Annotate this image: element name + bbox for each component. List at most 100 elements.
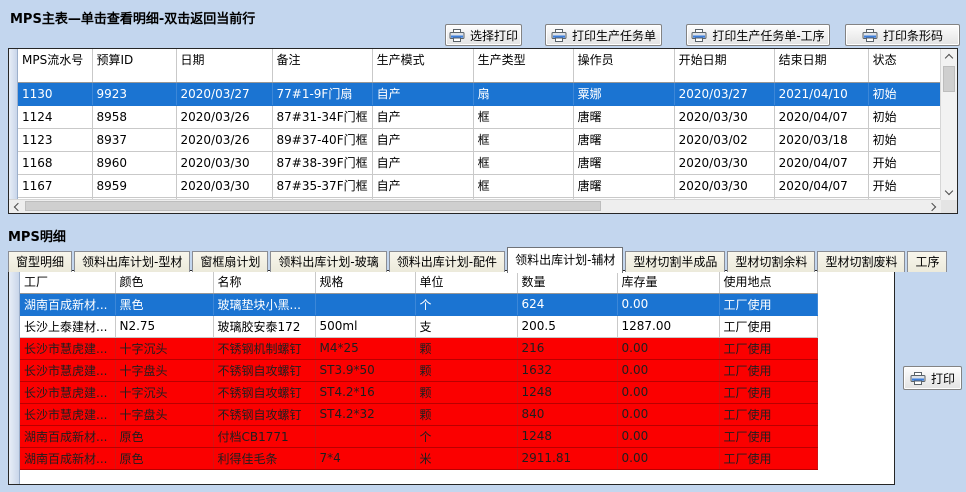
horizontal-scroll-thumb[interactable]	[25, 201, 601, 211]
table-cell[interactable]: 颗	[415, 337, 518, 360]
table-cell[interactable]: 湖南百成新材...	[20, 425, 116, 448]
tab-型材切割余料[interactable]: 型材切割余料	[727, 251, 816, 272]
table-cell[interactable]: 1287.00	[617, 315, 720, 338]
table-cell[interactable]: 十字沉头	[115, 337, 214, 360]
table-cell[interactable]: 2020/03/30	[176, 151, 273, 175]
table-cell[interactable]: 77#1-9F门扇	[272, 82, 373, 106]
table-cell[interactable]: 唐曙	[573, 105, 675, 129]
table-cell[interactable]: 1130	[18, 82, 93, 106]
table-cell[interactable]: 原色	[115, 447, 214, 470]
vertical-scrollbar[interactable]	[940, 49, 957, 200]
table-cell[interactable]: 不锈钢自攻螺钉	[213, 381, 316, 404]
table-cell[interactable]: 7*4	[315, 447, 416, 470]
table-cell[interactable]: 长沙市慧虎建...	[20, 337, 116, 360]
table-cell[interactable]: 0.00	[617, 425, 720, 448]
table-cell[interactable]: 长沙市慧虎建...	[20, 381, 116, 404]
table-cell[interactable]: 2020/03/18	[774, 128, 869, 152]
table-cell[interactable]: 9923	[92, 82, 177, 106]
table-cell[interactable]: 1123	[18, 128, 93, 152]
table-cell[interactable]: 长沙上泰建材...	[20, 315, 116, 338]
horizontal-scrollbar[interactable]	[9, 199, 941, 213]
table-cell[interactable]: 付档CB1771	[213, 425, 316, 448]
column-header[interactable]: 使用地点	[719, 271, 818, 294]
column-header[interactable]: 名称	[213, 271, 316, 294]
table-cell[interactable]: 2020/03/26	[176, 128, 273, 152]
table-cell[interactable]: 湖南百成新材...	[20, 447, 116, 470]
table-row[interactable]: 长沙市慧虎建... 十字盘头 不锈钢自攻螺钉 ST3.9*50 颗 1632 0.00 工厂使…	[20, 359, 818, 382]
table-cell[interactable]: 87#38-39F门框	[272, 151, 373, 175]
table-cell[interactable]	[315, 293, 416, 316]
column-header[interactable]: 单位	[415, 271, 518, 294]
tab-窗框扇计划[interactable]: 窗框扇计划	[192, 251, 269, 272]
table-cell[interactable]: 初始	[868, 128, 945, 152]
tab-型材切割半成品[interactable]: 型材切割半成品	[625, 251, 726, 272]
table-cell[interactable]: 利得佳毛条	[213, 447, 316, 470]
column-header[interactable]: MPS流水号	[18, 49, 93, 83]
column-header[interactable]: 生产模式	[372, 49, 474, 83]
scroll-down-button[interactable]	[941, 185, 957, 200]
table-cell[interactable]: 自产	[372, 174, 474, 198]
table-cell[interactable]: 2020/04/07	[774, 151, 869, 175]
table-cell[interactable]: 8959	[92, 174, 177, 198]
table-cell[interactable]: 0.00	[617, 447, 720, 470]
table-row[interactable]: 长沙上泰建材... N2.75 玻璃胶安泰172 500ml 支 200.5 1287.00…	[20, 315, 818, 338]
table-cell[interactable]: 1248	[517, 381, 618, 404]
table-cell[interactable]: 米	[415, 447, 518, 470]
table-cell[interactable]: 长沙市慧虎建...	[20, 403, 116, 426]
table-cell[interactable]: 2020/03/30	[176, 174, 273, 198]
table-cell[interactable]: 840	[517, 403, 618, 426]
table-cell[interactable]: 500ml	[315, 315, 416, 338]
table-cell[interactable]: 8937	[92, 128, 177, 152]
detail-print-button[interactable]: 打印	[903, 366, 962, 390]
column-header[interactable]: 开始日期	[674, 49, 775, 83]
table-cell[interactable]: 工厂使用	[719, 293, 818, 316]
table-cell[interactable]: 个	[415, 425, 518, 448]
table-cell[interactable]: 200.5	[517, 315, 618, 338]
table-row[interactable]: 长沙市慧虎建... 十字盘头 不锈钢自攻螺钉 ST4.2*32 颗 840 0.00 工厂使用	[20, 403, 818, 426]
table-cell[interactable]: 自产	[372, 128, 474, 152]
print-barcode-button[interactable]: 打印条形码	[845, 24, 960, 46]
scroll-up-button[interactable]	[941, 49, 957, 64]
table-cell[interactable]: ST3.9*50	[315, 359, 416, 382]
table-cell[interactable]: 0.00	[617, 293, 720, 316]
column-header[interactable]: 生产类型	[473, 49, 574, 83]
table-row[interactable]: 1130 9923 2020/03/27 77#1-9F门扇 自产扇粟娜 2020/03/…	[18, 82, 945, 106]
table-cell[interactable]	[315, 425, 416, 448]
table-cell[interactable]: 1632	[517, 359, 618, 382]
print-task-order-process-button[interactable]: 打印生产任务单-工序	[686, 24, 830, 46]
tab-窗型明细[interactable]: 窗型明细	[8, 251, 73, 272]
table-cell[interactable]: 2020/04/07	[774, 174, 869, 198]
table-cell[interactable]: 个	[415, 293, 518, 316]
table-cell[interactable]: 框	[473, 174, 574, 198]
table-cell[interactable]: 玻璃垫块小黑...	[213, 293, 316, 316]
table-cell[interactable]: 1167	[18, 174, 93, 198]
table-cell[interactable]: 89#37-40F门框	[272, 128, 373, 152]
table-cell[interactable]: 2020/03/26	[176, 105, 273, 129]
table-cell[interactable]: 87#35-37F门框	[272, 174, 373, 198]
column-header[interactable]: 结束日期	[774, 49, 869, 83]
tab-型材切割废料[interactable]: 型材切割废料	[817, 251, 906, 272]
column-header[interactable]: 状态	[868, 49, 945, 83]
table-cell[interactable]: 2020/03/30	[674, 174, 775, 198]
table-cell[interactable]: 2020/03/27	[176, 82, 273, 106]
scroll-left-button[interactable]	[9, 200, 24, 213]
select-print-button[interactable]: 选择打印	[445, 24, 522, 46]
table-cell[interactable]: 工厂使用	[719, 403, 818, 426]
table-cell[interactable]: 颗	[415, 381, 518, 404]
table-cell[interactable]: 2020/03/30	[674, 151, 775, 175]
table-cell[interactable]: 不锈钢机制螺钉	[213, 337, 316, 360]
table-cell[interactable]: 初始	[868, 82, 945, 106]
column-header[interactable]: 操作员	[573, 49, 675, 83]
table-row[interactable]: 湖南百成新材... 黑色 玻璃垫块小黑... 个 624 0.00 工厂使用	[20, 293, 818, 316]
tab-领料出库计划-型材[interactable]: 领料出库计划-型材	[74, 251, 191, 272]
table-cell[interactable]: 2020/03/27	[674, 82, 775, 106]
column-header[interactable]: 日期	[176, 49, 273, 83]
table-cell[interactable]: 2021/04/10	[774, 82, 869, 106]
table-row[interactable]: 长沙市慧虎建... 十字沉头 不锈钢机制螺钉 M4*25 颗 216 0.00 工厂使用	[20, 337, 818, 360]
table-cell[interactable]: 自产	[372, 151, 474, 175]
table-cell[interactable]: 自产	[372, 82, 474, 106]
column-header[interactable]: 数量	[517, 271, 618, 294]
table-cell[interactable]: 工厂使用	[719, 447, 818, 470]
table-cell[interactable]: 扇	[473, 82, 574, 106]
table-cell[interactable]: 唐曙	[573, 151, 675, 175]
